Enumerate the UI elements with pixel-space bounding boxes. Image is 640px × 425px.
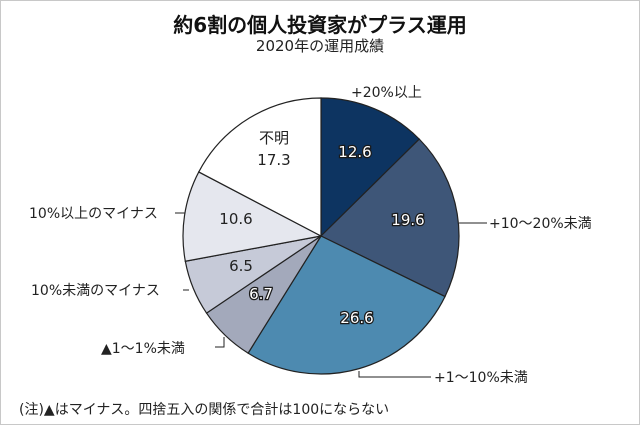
slice-value-label: 10.6 bbox=[219, 210, 252, 228]
pie-slice bbox=[197, 97, 322, 237]
slice-value-label: 12.6 bbox=[338, 143, 371, 161]
slice-value-label: 17.3 bbox=[257, 151, 290, 169]
slice-category-label: ▲1〜1%未満 bbox=[101, 341, 185, 357]
slice-value-label: 6.7 bbox=[249, 285, 273, 303]
slice-category-label: 不明 bbox=[259, 129, 289, 147]
chart-subtitle: 2020年の運用成績 bbox=[255, 37, 385, 55]
slice-category-label: 10%未満のマイナス bbox=[31, 283, 160, 299]
slice-value-label: 26.6 bbox=[340, 309, 373, 327]
pie-slice bbox=[182, 171, 323, 262]
slice-value-label: 19.6 bbox=[391, 211, 424, 229]
leader-line bbox=[358, 371, 431, 378]
chart-note: (注)▲はマイナス。四捨五入の関係で合計は100にならない bbox=[19, 402, 390, 418]
pie-slice bbox=[320, 97, 421, 238]
slice-category-label: +10〜20%未満 bbox=[489, 216, 592, 232]
chart-title: 約6割の個人投資家がプラス運用 bbox=[173, 13, 467, 37]
slice-value-label: 6.5 bbox=[229, 257, 253, 275]
pie-slice bbox=[247, 235, 446, 375]
slice-category-label: +20%以上 bbox=[351, 85, 422, 101]
pie-slice bbox=[319, 138, 460, 298]
slice-category-label: +1〜10%未満 bbox=[434, 370, 528, 386]
leader-line bbox=[215, 337, 225, 348]
slice-category-label: 10%以上のマイナス bbox=[29, 206, 158, 222]
